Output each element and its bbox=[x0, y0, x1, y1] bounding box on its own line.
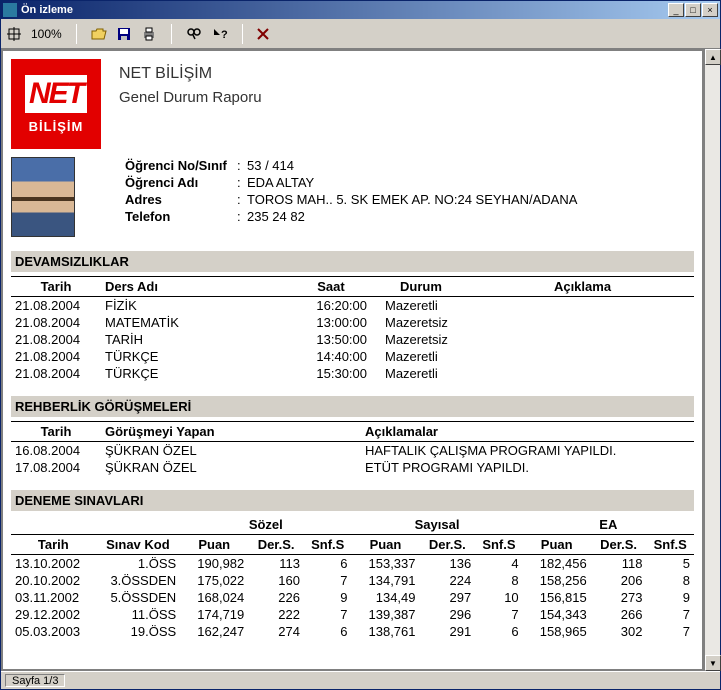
scroll-track[interactable] bbox=[705, 65, 720, 655]
exams-table: Sözel Sayısal EA Tarih Sınav Kod Puan De… bbox=[11, 515, 694, 640]
col-e-tarih: Tarih bbox=[11, 535, 96, 555]
titlebar: Ön izleme _ □ × bbox=[1, 1, 720, 19]
scroll-down-button[interactable]: ▼ bbox=[705, 655, 721, 671]
col-y-ders: Der.S. bbox=[420, 535, 476, 555]
table-row: 20.10.20023.ÖSSDEN175,0221607134,7912248… bbox=[11, 572, 694, 589]
logo-text-top: NET bbox=[25, 75, 87, 113]
table-row: 21.08.2004TÜRKÇE15:30:00Mazeretli bbox=[11, 365, 694, 382]
table-row: 03.11.20025.ÖSSDEN168,0242269134,4929710… bbox=[11, 589, 694, 606]
company-name: NET BİLİŞİM bbox=[11, 59, 694, 83]
col-aciklama: Açıklama bbox=[471, 277, 694, 297]
col-e-ders: Der.S. bbox=[591, 535, 647, 555]
col-saat: Saat bbox=[291, 277, 371, 297]
guidance-table: Tarih Görüşmeyi Yapan Açıklamalar 16.08.… bbox=[11, 421, 694, 476]
col-durum: Durum bbox=[371, 277, 471, 297]
col-s-puan: Puan bbox=[180, 535, 248, 555]
student-addr-label: Adres bbox=[125, 192, 237, 207]
report-title: Genel Durum Raporu bbox=[11, 83, 694, 106]
help-button[interactable]: ? bbox=[212, 27, 228, 41]
guidance-header: REHBERLİK GÖRÜŞMELERİ bbox=[11, 396, 694, 417]
grp-sayisal: Sayısal bbox=[351, 515, 522, 535]
student-info: Öğrenci No/Sınıf:53 / 414 Öğrenci Adı:ED… bbox=[11, 149, 694, 225]
student-no-value: 53 / 414 bbox=[247, 158, 294, 173]
page-indicator: Sayfa 1/3 bbox=[5, 674, 65, 687]
table-row: 21.08.2004FİZİK16:20:00Mazeretli bbox=[11, 297, 694, 315]
student-tel-value: 235 24 82 bbox=[247, 209, 305, 224]
save-button[interactable] bbox=[117, 27, 131, 41]
scroll-up-button[interactable]: ▲ bbox=[705, 49, 721, 65]
company-logo: NET BİLİŞİM bbox=[11, 59, 101, 149]
print-button[interactable] bbox=[141, 27, 157, 41]
logo-text-bottom: BİLİŞİM bbox=[29, 119, 84, 134]
table-row: 21.08.2004MATEMATİK13:00:00Mazeretsiz bbox=[11, 314, 694, 331]
col-s-snf: Snf.S bbox=[304, 535, 351, 555]
col-g-yapan: Görüşmeyi Yapan bbox=[101, 422, 361, 442]
student-name-label: Öğrenci Adı bbox=[125, 175, 237, 190]
exams-header: DENEME SINAVLARI bbox=[11, 490, 694, 511]
toolbar: 100% ? bbox=[1, 19, 720, 49]
zoom-level[interactable]: 100% bbox=[31, 27, 62, 41]
table-row: 05.03.200319.ÖSS162,2472746138,761291615… bbox=[11, 623, 694, 640]
absences-header: DEVAMSIZLIKLAR bbox=[11, 251, 694, 272]
absences-table: Tarih Ders Adı Saat Durum Açıklama 21.08… bbox=[11, 276, 694, 382]
app-icon bbox=[3, 3, 17, 17]
window-title: Ön izleme bbox=[21, 4, 668, 16]
col-e-puan: Puan bbox=[523, 535, 591, 555]
close-preview-button[interactable] bbox=[257, 28, 269, 40]
fit-page-button[interactable] bbox=[7, 27, 21, 41]
col-e-kod: Sınav Kod bbox=[96, 535, 181, 555]
table-row: 16.08.2004ŞÜKRAN ÖZELHAFTALIK ÇALIŞMA PR… bbox=[11, 442, 694, 460]
grp-sozel: Sözel bbox=[180, 515, 351, 535]
svg-text:?: ? bbox=[221, 29, 228, 41]
col-tarih: Tarih bbox=[11, 277, 101, 297]
col-y-puan: Puan bbox=[351, 535, 419, 555]
col-s-ders: Der.S. bbox=[248, 535, 304, 555]
student-name-value: EDA ALTAY bbox=[247, 175, 314, 190]
open-button[interactable] bbox=[91, 27, 107, 41]
table-row: 29.12.200211.ÖSS174,7192227139,387296715… bbox=[11, 606, 694, 623]
minimize-button[interactable]: _ bbox=[668, 3, 684, 17]
find-button[interactable] bbox=[186, 27, 202, 41]
statusbar: Sayfa 1/3 bbox=[1, 671, 720, 689]
report-page: NET BİLİŞİM NET BİLİŞİM Genel Durum Rapo… bbox=[3, 51, 702, 669]
col-y-snf: Snf.S bbox=[475, 535, 522, 555]
student-tel-label: Telefon bbox=[125, 209, 237, 224]
col-e-snf: Snf.S bbox=[646, 535, 694, 555]
table-row: 13.10.20021.ÖSS190,9821136153,3371364182… bbox=[11, 555, 694, 573]
student-photo bbox=[11, 157, 75, 237]
preview-window: Ön izleme _ □ × 100% ? NET BİLİŞİM NET B… bbox=[0, 0, 721, 690]
table-row: 21.08.2004TARİH13:50:00Mazeretsiz bbox=[11, 331, 694, 348]
content-area: NET BİLİŞİM NET BİLİŞİM Genel Durum Rapo… bbox=[1, 49, 720, 671]
table-row: 21.08.2004TÜRKÇE14:40:00Mazeretli bbox=[11, 348, 694, 365]
vertical-scrollbar[interactable]: ▲ ▼ bbox=[704, 49, 720, 671]
col-ders: Ders Adı bbox=[101, 277, 291, 297]
table-row: 17.08.2004ŞÜKRAN ÖZELETÜT PROGRAMI YAPIL… bbox=[11, 459, 694, 476]
maximize-button[interactable]: □ bbox=[685, 3, 701, 17]
grp-ea: EA bbox=[523, 515, 694, 535]
col-g-tarih: Tarih bbox=[11, 422, 101, 442]
close-button[interactable]: × bbox=[702, 3, 718, 17]
student-no-label: Öğrenci No/Sınıf bbox=[125, 158, 237, 173]
col-g-aciklama: Açıklamalar bbox=[361, 422, 694, 442]
student-addr-value: TOROS MAH.. 5. SK EMEK AP. NO:24 SEYHAN/… bbox=[247, 192, 577, 207]
